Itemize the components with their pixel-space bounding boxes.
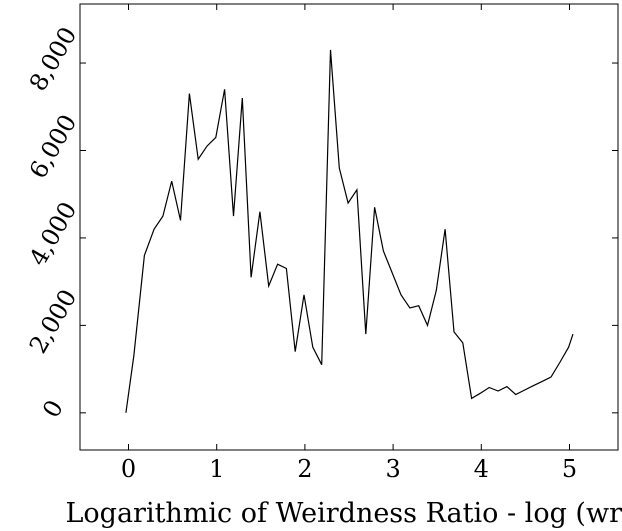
x-tick-label-4: 4 (474, 455, 489, 483)
x-tick-label-0: 0 (121, 455, 136, 483)
x-tick-label-1: 1 (209, 455, 224, 483)
y-tick-label-1: 2,000 (24, 285, 83, 359)
x-tick-label-2: 2 (297, 455, 312, 483)
y-axis-ticks (80, 62, 618, 414)
x-tick-label-3: 3 (385, 455, 400, 483)
y-tick-label-4: 8,000 (24, 22, 83, 96)
plot-frame (79, 3, 619, 451)
x-axis-ticks (128, 4, 570, 450)
y-tick-label-0: 0 (37, 395, 69, 422)
data-series-line (125, 49, 574, 413)
y-axis-tick-labels: 0 2,000 4,000 6,000 8,000 (24, 22, 83, 422)
x-tick-label-5: 5 (562, 455, 577, 483)
x-axis-label: Logarithmic of Weirdness Ratio - log (wr… (65, 498, 622, 529)
x-axis-tick-labels: 0 1 2 3 4 5 (121, 455, 577, 483)
y-tick-label-2: 4,000 (24, 197, 83, 271)
y-tick-label-3: 6,000 (24, 110, 83, 184)
